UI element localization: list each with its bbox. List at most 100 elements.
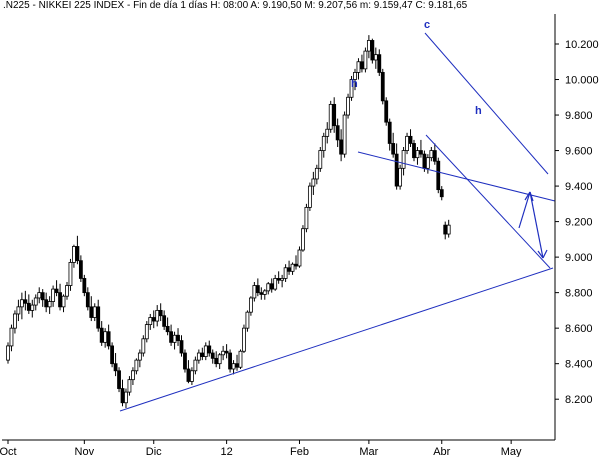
candle (47, 296, 52, 314)
candle (68, 258, 73, 291)
candle (75, 235, 80, 265)
candle (137, 349, 142, 368)
candle (82, 274, 87, 297)
trendline-channel-upper (424, 32, 549, 175)
candle (6, 342, 10, 364)
candle (398, 164, 403, 190)
candle (248, 296, 253, 316)
x-tick-label: Nov (75, 446, 95, 457)
candle (141, 335, 146, 357)
candle (328, 100, 333, 133)
projection-arrow-down-head (537, 249, 548, 259)
candle (33, 294, 38, 311)
candle (165, 317, 170, 336)
x-tick-label: Mar (359, 446, 378, 457)
label-h-left: h (351, 78, 358, 90)
y-tick-label: 8.800 (565, 288, 593, 300)
trendlines-group (119, 32, 556, 412)
candle (54, 280, 59, 297)
candle (224, 344, 229, 359)
candle (190, 367, 194, 385)
x-tick-label: May (501, 446, 522, 457)
candle (408, 129, 413, 148)
candle (311, 171, 316, 195)
candle (339, 129, 344, 162)
label-c: c (424, 19, 430, 31)
candle (353, 68, 357, 91)
candle (412, 139, 416, 162)
candle (242, 324, 246, 354)
header-open: A: 9.190,50 (250, 0, 302, 11)
candle (148, 313, 153, 330)
candle (26, 294, 31, 314)
candle (342, 111, 347, 158)
candle (432, 143, 437, 165)
candle (262, 289, 267, 300)
candle (210, 349, 215, 364)
candle (117, 367, 121, 393)
candle (245, 310, 250, 332)
candle (425, 154, 430, 174)
x-tick-label: Feb (290, 446, 309, 457)
candle (72, 244, 76, 268)
candle (356, 58, 361, 80)
candle (186, 360, 191, 384)
candle (304, 203, 309, 233)
trendline-channel-lower (425, 134, 551, 269)
x-tick-label: Dic (146, 446, 162, 457)
candle (214, 351, 219, 368)
candle (238, 349, 243, 370)
candle (290, 262, 295, 275)
header-hour: H: 08:00 (210, 0, 249, 11)
candle (325, 122, 330, 144)
x-tick-label: Oct (0, 446, 17, 457)
candle (9, 324, 14, 352)
header-period: Fin de día 1 días (133, 0, 208, 11)
candle (259, 287, 264, 300)
y-axis: 8.200 8.400 8.600 8.800 9.000 9.200 9.400 9.600… (554, 14, 599, 440)
candle (380, 68, 385, 105)
label-h-right: h (475, 105, 482, 117)
candle (58, 283, 62, 311)
candle (401, 147, 406, 176)
candle (287, 260, 291, 275)
x-tick-label: 12 (220, 446, 232, 457)
candle (120, 379, 125, 407)
candle (360, 54, 364, 73)
projection-arrow-up (518, 191, 531, 229)
candle (269, 278, 274, 293)
candle (99, 321, 104, 346)
y-tick-label: 9.800 (565, 110, 593, 122)
candle (176, 328, 180, 346)
chart-header: .N225 - NIKKEI 225 INDEX - Fin de día 1 … (3, 0, 468, 11)
candle (110, 342, 114, 368)
x-tick-label: Abr (433, 446, 450, 457)
candle (294, 255, 298, 270)
candle (13, 310, 17, 334)
header-high: M: 9.207,56 (304, 0, 358, 11)
candle (169, 324, 173, 346)
trendline-support-bottom (119, 267, 554, 412)
candle (415, 147, 420, 165)
projection-arrow-down (529, 191, 544, 259)
header-symbol: .N225 - NIKKEI 225 INDEX (3, 0, 125, 11)
y-tick-label: 10.000 (565, 75, 599, 87)
candle (89, 296, 94, 322)
y-tick-label: 10.200 (565, 39, 599, 51)
candle (16, 299, 21, 322)
candle (377, 49, 382, 76)
annotation-labels: h c h (351, 19, 482, 117)
candle (394, 143, 399, 190)
candle (179, 335, 184, 357)
candle (103, 328, 108, 348)
candle (439, 186, 444, 201)
candle (96, 299, 101, 332)
candle (151, 310, 156, 329)
candle (280, 274, 285, 288)
candle (30, 299, 35, 318)
candle (193, 356, 198, 375)
y-tick-label: 9.600 (565, 146, 593, 158)
candle (37, 287, 42, 304)
candle (158, 303, 163, 322)
